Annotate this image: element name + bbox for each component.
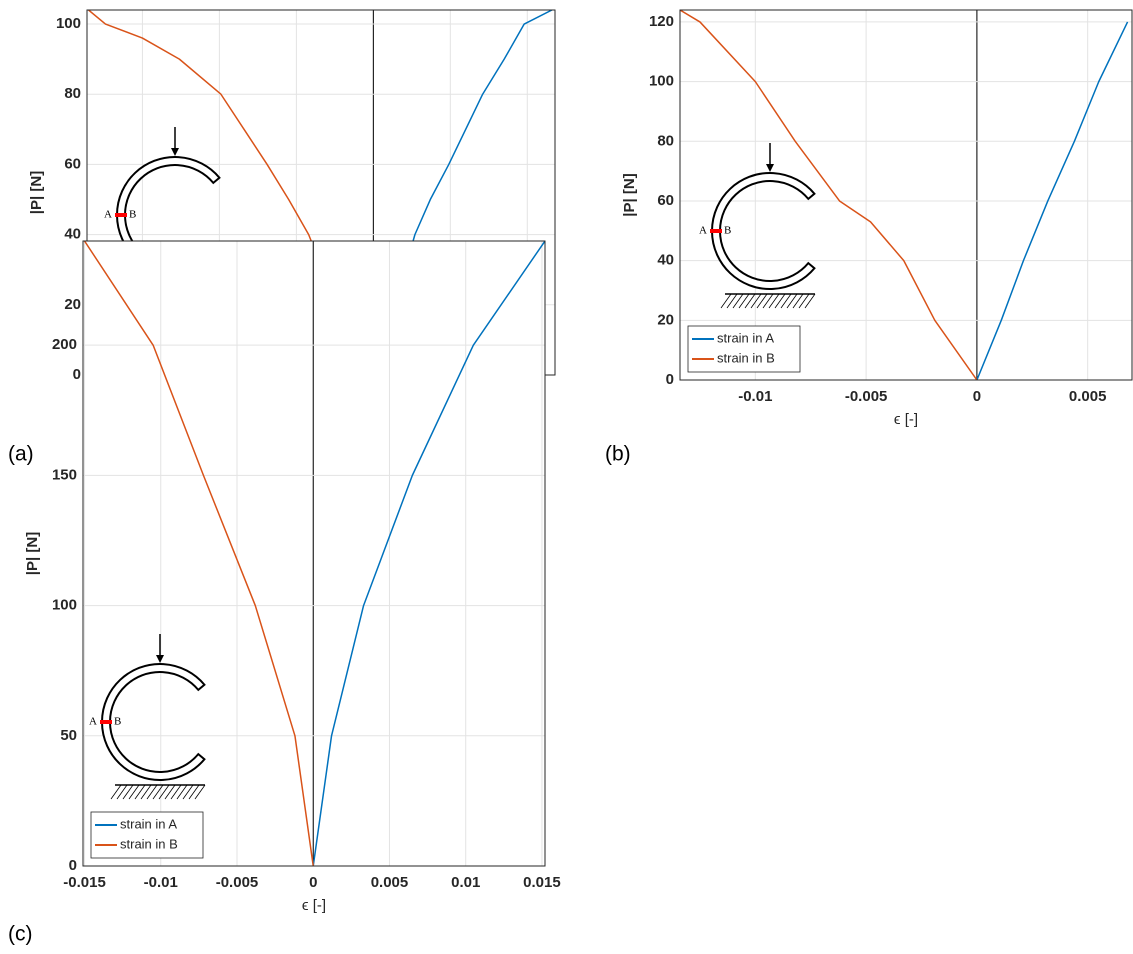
inset-hatch	[798, 293, 810, 309]
inset-label: A	[699, 225, 707, 237]
panel-label: (c)	[8, 923, 33, 946]
inset-hatch	[110, 784, 122, 800]
inset-label: B	[724, 225, 731, 237]
plot-frame	[679, 9, 1133, 381]
inset-arrowhead	[171, 148, 179, 156]
inset-hatch	[732, 293, 744, 309]
chart: -0.015 -0.01 -0.005 0 0.005 0.01 0.015 0 50 100 15…	[8, 240, 561, 946]
inset-hatch	[738, 293, 750, 309]
x-tick-label: 0.015	[523, 874, 561, 891]
legend-box	[90, 811, 204, 859]
y-tick-label: 100	[649, 73, 674, 90]
x-tick-label: 0.005	[371, 874, 409, 891]
y-tick-label: 20	[657, 311, 674, 328]
inset-hatch	[182, 784, 194, 800]
plot-frame	[82, 240, 546, 867]
series-line	[680, 10, 978, 380]
x-tick-label: -0.005	[216, 874, 259, 891]
inset-hatch	[146, 784, 158, 800]
x-tick-label: -0.015	[63, 874, 106, 891]
y-tick-label: 120	[649, 13, 674, 30]
series-line	[976, 21, 1129, 380]
legend-label: strain in B	[717, 350, 775, 365]
inset-hatch	[170, 784, 182, 800]
inset-hatch	[780, 293, 792, 309]
inset-hatch	[158, 784, 170, 800]
inset-label: B	[114, 716, 121, 728]
series-line	[312, 241, 545, 866]
x-tick-label: -0.005	[845, 388, 888, 405]
y-tick-label: 60	[657, 192, 674, 209]
y-tick-label: 200	[52, 336, 77, 353]
x-tick-label: 0	[973, 388, 981, 405]
inset-hatch	[786, 293, 798, 309]
x-tick-label: 0.005	[1069, 388, 1107, 405]
inset-hatch	[140, 784, 152, 800]
y-tick-label: 0	[69, 857, 77, 874]
inset-hatch	[744, 293, 756, 309]
inset-hatch	[756, 293, 768, 309]
inset-hatch	[152, 784, 164, 800]
legend-label: strain in A	[717, 330, 774, 345]
y-tick-label: 80	[657, 132, 674, 149]
inset-hatch	[720, 293, 732, 309]
legend-label: strain in A	[120, 816, 177, 831]
series-line	[83, 241, 314, 866]
inset-label: A	[104, 209, 112, 221]
inset-ring	[101, 663, 206, 781]
inset-hatch	[122, 784, 134, 800]
plot-area	[680, 10, 1132, 380]
inset-ring	[711, 172, 816, 290]
inset-hatch	[750, 293, 762, 309]
inset-label: B	[129, 209, 136, 221]
y-tick-label: 40	[64, 226, 81, 243]
inset-hatch	[792, 293, 804, 309]
inset-hatch	[188, 784, 200, 800]
y-tick-label: 40	[657, 252, 674, 269]
inset-hatch	[134, 784, 146, 800]
y-tick-label: 150	[52, 466, 77, 483]
inset-hatch	[726, 293, 738, 309]
inset-arrowhead	[766, 164, 774, 172]
y-tick-label: 0	[73, 366, 81, 383]
inset-hatch	[176, 784, 188, 800]
legend-label: strain in B	[120, 836, 178, 851]
inset-hatch	[804, 293, 816, 309]
y-tick-label: 60	[64, 155, 81, 172]
inset-hatch	[768, 293, 780, 309]
x-axis-label: ϵ [-]	[894, 411, 918, 428]
y-tick-label: 100	[56, 15, 81, 32]
y-axis-label: |P| [N]	[28, 171, 45, 214]
x-axis-label: ϵ [-]	[302, 897, 326, 914]
y-tick-label: 0	[666, 371, 674, 388]
x-tick-label: 0.01	[451, 874, 480, 891]
y-axis-label: |P| [N]	[24, 532, 41, 575]
y-tick-label: 50	[60, 727, 77, 744]
x-tick-label: 0	[309, 874, 317, 891]
inset-arrowhead	[156, 655, 164, 663]
y-tick-label: 100	[52, 597, 77, 614]
inset-hatch	[164, 784, 176, 800]
x-tick-label: -0.01	[144, 874, 178, 891]
y-axis-label: |P| [N]	[621, 173, 638, 216]
chart: -0.01 -0.005 0 0.005 0 20 40 60 80 100 120 A Bstrain…	[605, 9, 1133, 466]
y-tick-label: 80	[64, 85, 81, 102]
panel-label: (b)	[605, 443, 631, 466]
panel-label: (a)	[8, 443, 34, 466]
inset-hatch	[774, 293, 786, 309]
legend-box	[687, 325, 801, 373]
inset-hatch	[194, 784, 206, 800]
inset-label: A	[89, 716, 97, 728]
inset-hatch	[128, 784, 140, 800]
x-tick-label: -0.01	[738, 388, 772, 405]
inset-hatch	[762, 293, 774, 309]
y-tick-label: 20	[64, 296, 81, 313]
inset-hatch	[116, 784, 128, 800]
